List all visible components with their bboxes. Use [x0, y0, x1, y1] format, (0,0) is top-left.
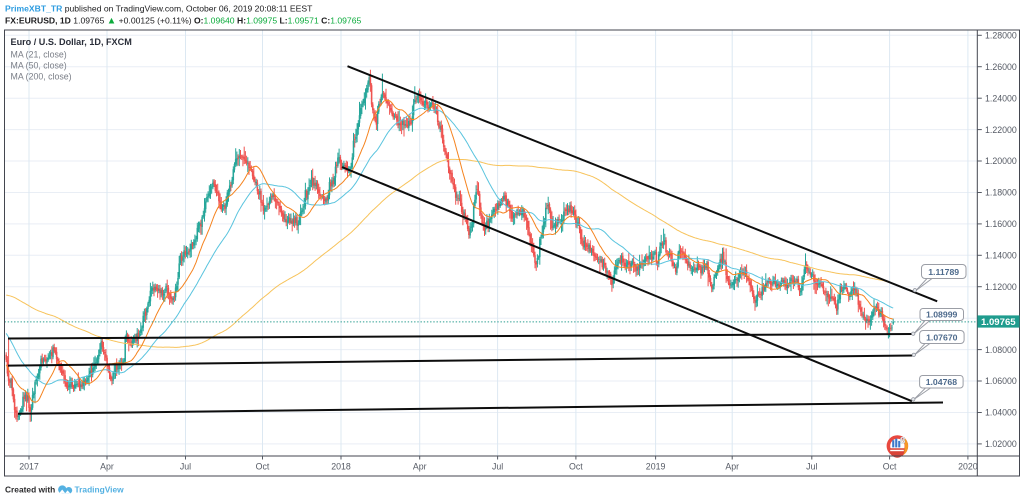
svg-text:MA (200, close): MA (200, close) — [11, 72, 72, 82]
svg-text:1.16000: 1.16000 — [985, 219, 1017, 229]
svg-text:1.04768: 1.04768 — [926, 377, 958, 387]
svg-text:1.04000: 1.04000 — [985, 408, 1017, 418]
svg-text:1.02000: 1.02000 — [985, 439, 1017, 449]
svg-text:FX:EURUSD, 1D 1.09765 ▲ +0.00: FX:EURUSD, 1D 1.09765 ▲ +0.00125 (+0.11%… — [5, 16, 361, 27]
svg-text:1.24000: 1.24000 — [985, 93, 1017, 103]
svg-text:1.28000: 1.28000 — [985, 31, 1017, 41]
svg-text:Apr: Apr — [413, 462, 427, 472]
svg-text:1.20000: 1.20000 — [985, 156, 1017, 166]
svg-text:Oct: Oct — [256, 462, 270, 472]
svg-text:1.11789: 1.11789 — [928, 267, 959, 277]
svg-text:1.09765: 1.09765 — [981, 317, 1016, 328]
svg-text:MA (50, close): MA (50, close) — [11, 61, 67, 71]
svg-text:2020: 2020 — [958, 462, 978, 472]
svg-text:Apr: Apr — [725, 462, 739, 472]
svg-text:Jul: Jul — [492, 462, 503, 472]
svg-text:1.07670: 1.07670 — [926, 332, 958, 342]
svg-text:Apr: Apr — [100, 462, 114, 472]
svg-text:2019: 2019 — [646, 462, 666, 472]
svg-text:1.08999: 1.08999 — [926, 310, 958, 320]
svg-text:1.26000: 1.26000 — [985, 62, 1017, 72]
svg-text:2017: 2017 — [19, 462, 39, 472]
svg-text:PrimeXBT_TR published on Tradi: PrimeXBT_TR published on TradingView.com… — [5, 4, 313, 14]
svg-text:MA (21, close): MA (21, close) — [11, 50, 67, 60]
svg-text:Oct: Oct — [883, 462, 897, 472]
svg-text:Jul: Jul — [806, 462, 817, 472]
svg-text:8: 8 — [900, 436, 905, 447]
svg-text:2018: 2018 — [331, 462, 351, 472]
svg-text:Oct: Oct — [569, 462, 583, 472]
svg-text:1.08000: 1.08000 — [985, 345, 1017, 355]
svg-text:Created with: Created with — [5, 485, 55, 495]
svg-text:Euro / U.S. Dollar, 1D, FXCM: Euro / U.S. Dollar, 1D, FXCM — [11, 37, 132, 47]
svg-text:1.18000: 1.18000 — [985, 188, 1017, 198]
svg-text:1.22000: 1.22000 — [985, 125, 1017, 135]
svg-text:TradingView: TradingView — [75, 485, 125, 495]
svg-text:1.12000: 1.12000 — [985, 282, 1017, 292]
svg-text:Jul: Jul — [180, 462, 191, 472]
svg-text:1.06000: 1.06000 — [985, 376, 1017, 386]
svg-text:1.14000: 1.14000 — [985, 251, 1017, 261]
